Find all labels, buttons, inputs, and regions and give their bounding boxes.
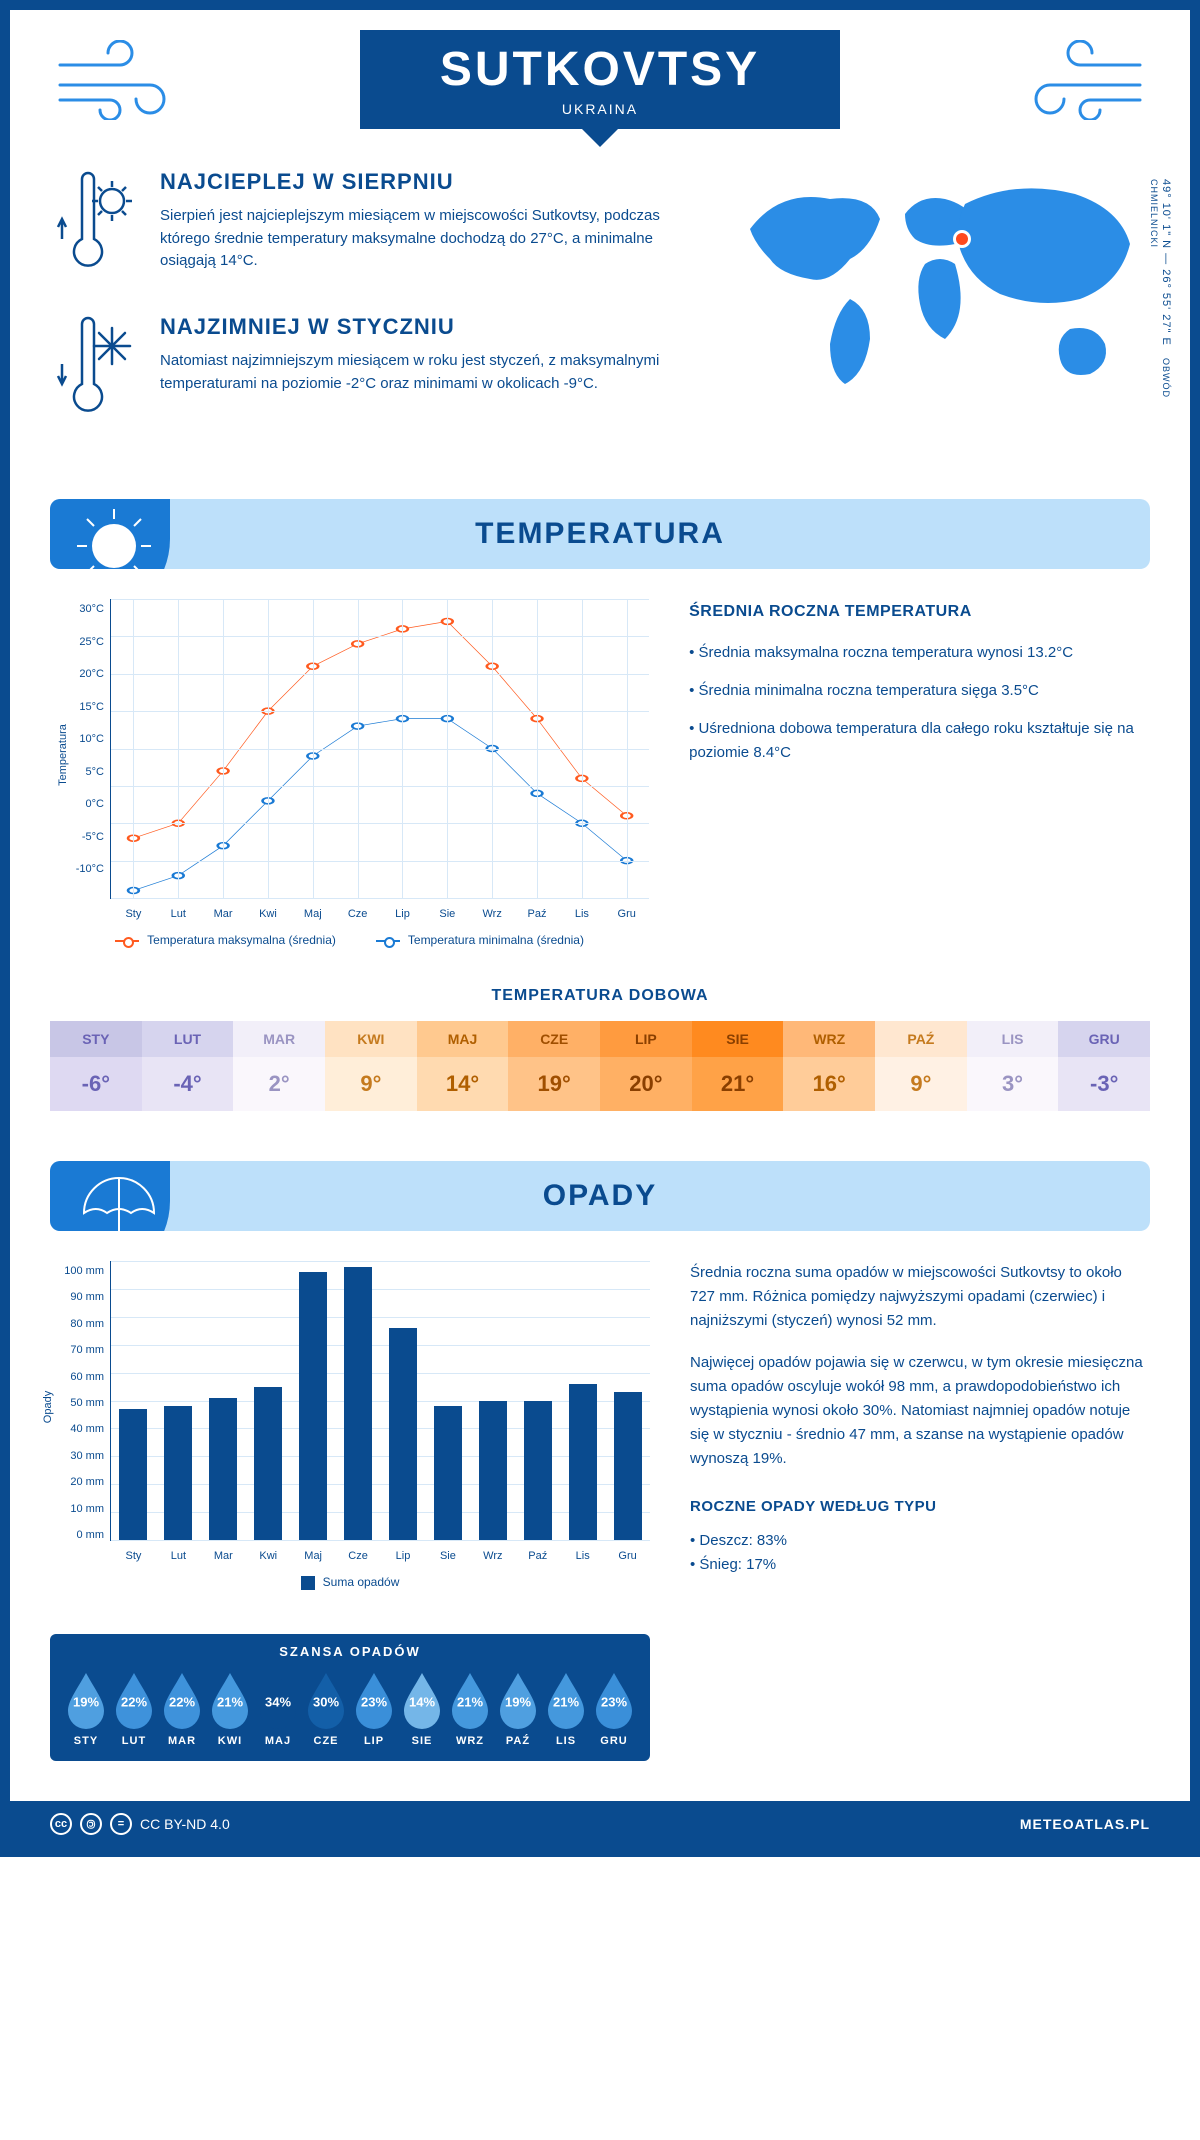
wind-icon (50, 40, 190, 125)
section-temperatura: TEMPERATURA (50, 499, 1150, 569)
chart-legend: Temperatura maksymalna (średnia) Tempera… (50, 933, 649, 947)
rain-chance-drop: 23%GRU (590, 1669, 638, 1747)
hot-block: NAJCIEPLEJ W SIERPNIU Sierpień jest najc… (50, 169, 690, 284)
cold-text: Natomiast najzimniejszym miesiącem w rok… (160, 350, 690, 395)
bar-legend: Suma opadów (50, 1575, 650, 1590)
dobowa-cell: LUT-4° (142, 1021, 234, 1111)
hot-text: Sierpień jest najcieplejszym miesiącem w… (160, 205, 690, 273)
title-ribbon: SUTKOVTSY UKRAINA (360, 30, 840, 129)
precipitation-summary: Średnia roczna suma opadów w miejscowośc… (690, 1261, 1150, 1761)
site-name: METEOATLAS.PL (1020, 1816, 1150, 1832)
rain-chance-box: SZANSA OPADÓW 19%STY22%LUT22%MAR21%KWI34… (50, 1634, 650, 1761)
world-map: 49° 10' 1" N — 26° 55' 27" E OBWÓD CHMIE… (730, 169, 1150, 459)
city-title: SUTKOVTSY (440, 42, 760, 97)
dobowa-cell: MAR2° (233, 1021, 325, 1111)
dobowa-cell: MAJ14° (417, 1021, 509, 1111)
daily-temp-grid: STY-6°LUT-4°MAR2°KWI9°MAJ14°CZE19°LIP20°… (50, 1021, 1150, 1111)
dobowa-cell: WRZ16° (783, 1021, 875, 1111)
wind-icon (1010, 40, 1150, 125)
dobowa-cell: LIP20° (600, 1021, 692, 1111)
country-sub: UKRAINA (440, 101, 760, 117)
rain-chance-drop: 21%KWI (206, 1669, 254, 1747)
rain-chance-drop: 21%WRZ (446, 1669, 494, 1747)
dobowa-cell: SIE21° (692, 1021, 784, 1111)
cc-icon: cc (50, 1813, 72, 1835)
rain-chance-drop: 21%LIS (542, 1669, 590, 1747)
cold-title: NAJZIMNIEJ W STYCZNIU (160, 314, 690, 340)
license-text: CC BY-ND 4.0 (140, 1816, 230, 1832)
rain-chance-drop: 22%LUT (110, 1669, 158, 1747)
rain-chance-drop: 19%PAŹ (494, 1669, 542, 1747)
rain-chance-drop: 14%SIE (398, 1669, 446, 1747)
dobowa-cell: GRU-3° (1058, 1021, 1150, 1111)
dobowa-cell: KWI9° (325, 1021, 417, 1111)
rain-chance-drop: 23%LIP (350, 1669, 398, 1747)
sun-icon (50, 499, 170, 569)
rain-chance-drop: 19%STY (62, 1669, 110, 1747)
precipitation-bar-chart: Opady 100 mm90 mm80 mm70 mm60 mm50 mm40 … (50, 1261, 650, 1761)
temperature-summary: ŚREDNIA ROCZNA TEMPERATURA • Średnia mak… (689, 599, 1150, 947)
thermometer-hot-icon (50, 169, 140, 284)
daily-temp-title: TEMPERATURA DOBOWA (50, 987, 1150, 1005)
dobowa-cell: CZE19° (508, 1021, 600, 1111)
rain-chance-drop: 30%CZE (302, 1669, 350, 1747)
dobowa-cell: PAŹ9° (875, 1021, 967, 1111)
cold-block: NAJZIMNIEJ W STYCZNIU Natomiast najzimni… (50, 314, 690, 429)
header: SUTKOVTSY UKRAINA (50, 10, 1150, 169)
umbrella-icon (50, 1161, 170, 1231)
rain-chance-drop: 34%MAJ (254, 1669, 302, 1747)
footer: cc 🄯 = CC BY-ND 4.0 METEOATLAS.PL (10, 1801, 1190, 1847)
dobowa-cell: STY-6° (50, 1021, 142, 1111)
temperature-line-chart: Temperatura 30°C25°C20°C15°C10°C5°C0°C-5… (50, 599, 649, 947)
by-icon: 🄯 (80, 1813, 102, 1835)
dobowa-cell: LIS3° (967, 1021, 1059, 1111)
rain-chance-drop: 22%MAR (158, 1669, 206, 1747)
thermometer-cold-icon (50, 314, 140, 429)
section-opady: OPADY (50, 1161, 1150, 1231)
nd-icon: = (110, 1813, 132, 1835)
hot-title: NAJCIEPLEJ W SIERPNIU (160, 169, 690, 195)
coordinates: 49° 10' 1" N — 26° 55' 27" E OBWÓD CHMIE… (1148, 179, 1172, 459)
